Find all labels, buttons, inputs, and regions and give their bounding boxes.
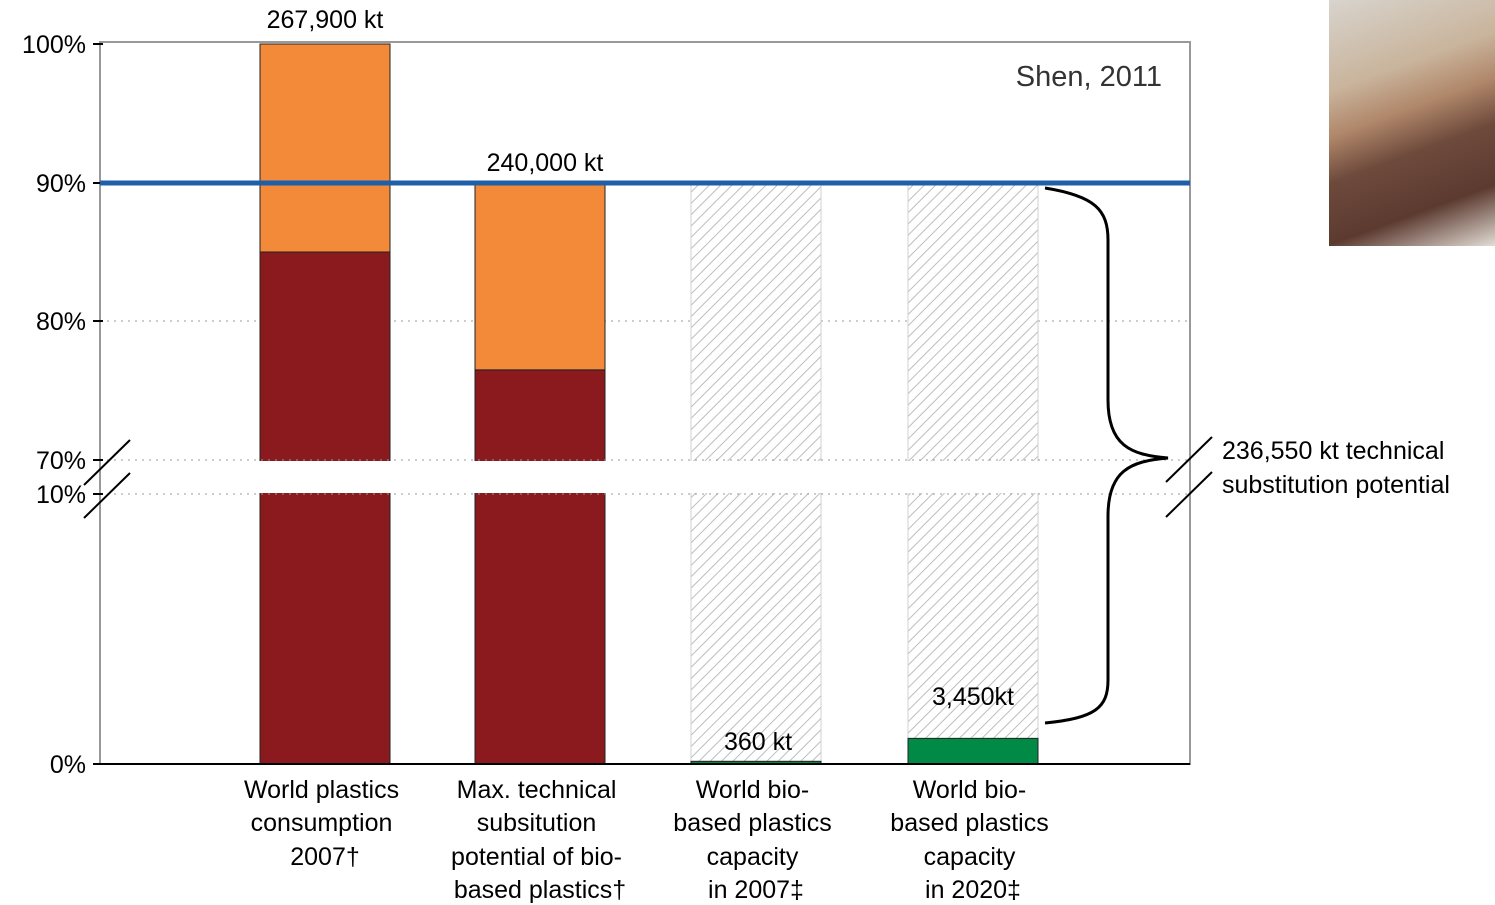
y-tick-marks bbox=[93, 43, 103, 765]
curly-brace bbox=[1044, 186, 1169, 725]
bar-value-label: 267,900 kt bbox=[267, 6, 384, 34]
brace-annotation: 236,550 kt technical substitution potent… bbox=[1222, 437, 1451, 499]
annotation-break-slash bbox=[1165, 436, 1213, 483]
bar-value-label: 3,450kt bbox=[932, 683, 1014, 711]
bars-layer bbox=[259, 43, 1039, 765]
y-tick-label: 90% bbox=[36, 170, 86, 198]
source-note: Shen, 2011 bbox=[1016, 61, 1162, 93]
y-tick-label: 0% bbox=[50, 751, 86, 779]
category-label: World bio- based plastics capacity in 20… bbox=[890, 776, 1055, 904]
y-tick-label: 80% bbox=[36, 308, 86, 336]
y-tick-label: 100% bbox=[22, 31, 86, 59]
bar-segment-green bbox=[907, 737, 1039, 765]
bar-segment-orange bbox=[474, 182, 606, 371]
bar-segment-orange bbox=[259, 43, 391, 253]
bar-value-label: 360 kt bbox=[724, 728, 792, 756]
category-label: Max. technical subsitution potential of … bbox=[451, 776, 629, 904]
category-label: World plastics consumption 2007† bbox=[244, 776, 406, 871]
bar-segment-dark-red bbox=[474, 369, 606, 765]
axis-break-slash bbox=[83, 472, 131, 519]
bar-value-label: 240,000 kt bbox=[487, 149, 604, 177]
material-photo bbox=[1329, 0, 1495, 246]
category-label: World bio- based plastics capacity in 20… bbox=[673, 776, 838, 904]
y-tick-label: 10% bbox=[36, 481, 86, 509]
axis-break-slash bbox=[83, 439, 131, 486]
y-tick-label: 70% bbox=[36, 447, 86, 475]
axis-break-gap bbox=[101, 461, 1189, 493]
annotation-break-slash bbox=[1165, 471, 1213, 518]
bar-segment-dark-red bbox=[259, 251, 391, 765]
